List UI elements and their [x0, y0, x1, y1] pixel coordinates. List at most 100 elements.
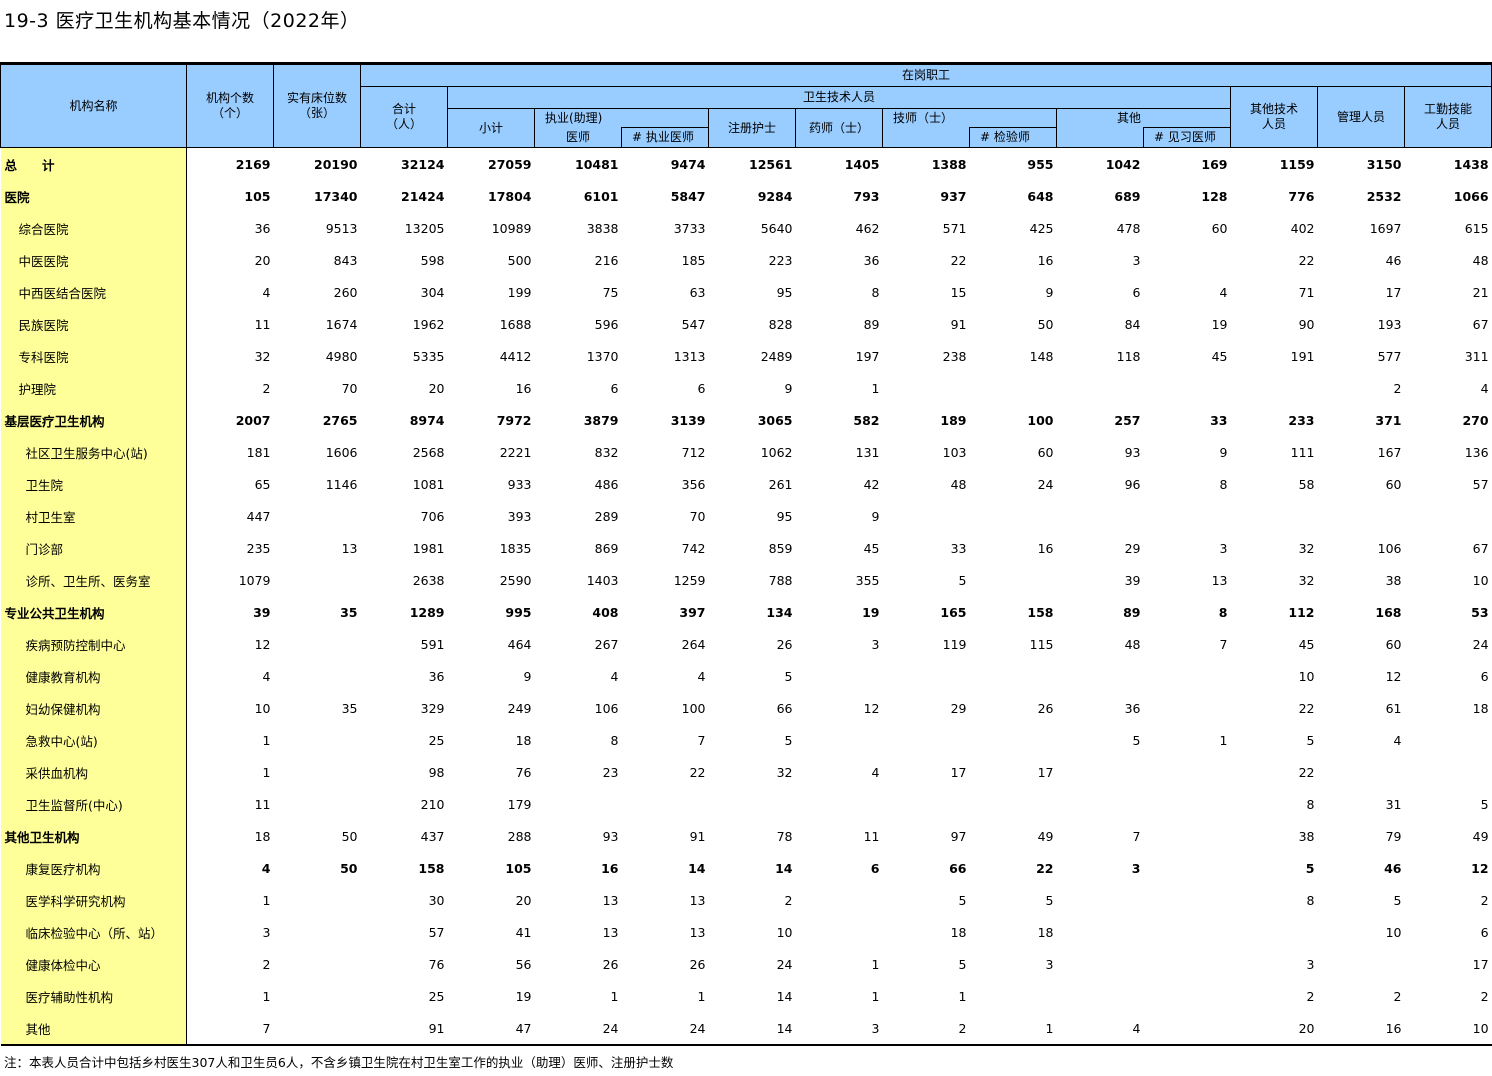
row-label: 康复医疗机构 — [0, 852, 187, 884]
table-cell: 12 — [1471, 860, 1489, 876]
table-cell: 22 — [1298, 252, 1315, 268]
table-cell: 3 — [871, 636, 880, 652]
table-cell: 7972 — [496, 412, 532, 428]
table-cell: 1 — [871, 988, 880, 1004]
table-cell: 1688 — [499, 316, 532, 332]
table-cell: 25 — [428, 732, 445, 748]
table-cell — [1144, 756, 1231, 788]
table-cell: 235 — [246, 540, 271, 556]
table-cell: 29 — [1124, 540, 1141, 556]
table-cell: 2007 — [235, 412, 271, 428]
table-cell: 57 — [1472, 476, 1489, 492]
table-cell: 289 — [594, 508, 619, 524]
table-cell: 8 — [871, 284, 880, 300]
row-label: 诊所、卫生所、医务室 — [0, 564, 187, 596]
table-cell: 2 — [1306, 988, 1315, 1004]
table-cell: 1062 — [760, 444, 793, 460]
table-cell: 6 — [1480, 668, 1489, 684]
table-cell: 1 — [610, 988, 619, 1004]
table-cell: 26 — [1037, 700, 1054, 716]
table-cell — [709, 788, 796, 820]
table-cell — [1144, 884, 1231, 916]
table-cell: 29 — [950, 700, 967, 716]
table-cell: 105 — [244, 188, 271, 204]
table-cell — [1057, 884, 1144, 916]
table-cell: 9 — [784, 380, 793, 396]
table-cell: 5640 — [760, 220, 793, 236]
table-cell: 9284 — [757, 188, 793, 204]
col-header-other: 其他 — [1056, 108, 1231, 128]
table-row: 社区卫生服务中心(站) 181 1606 2568 2221 832 712 1062 131 1… — [0, 436, 1492, 468]
table-cell: 32 — [1298, 572, 1315, 588]
table-cell: 20190 — [314, 156, 358, 172]
table-cell: 828 — [768, 316, 793, 332]
table-cell: 4 — [261, 860, 271, 876]
table-cell — [970, 788, 1057, 820]
table-cell: 3 — [795, 1012, 883, 1046]
table-cell: 179 — [507, 796, 532, 812]
table-cell: 8 — [1306, 892, 1315, 908]
table-cell — [1231, 372, 1318, 404]
row-label: 妇幼保健机构 — [0, 692, 187, 724]
table-cell — [1405, 724, 1492, 756]
table-cell — [1231, 500, 1318, 532]
table-cell: 97 — [950, 828, 967, 844]
table-cell: 46 — [1385, 252, 1402, 268]
table-cell: 2638 — [412, 572, 445, 588]
table-cell: 1962 — [412, 316, 445, 332]
table-cell: 356 — [681, 476, 706, 492]
table-cell: 22 — [950, 252, 967, 268]
table-cell: 36 — [428, 668, 445, 684]
row-label: 临床检验中心（所、站） — [0, 916, 187, 948]
table-cell: 91 — [360, 1012, 448, 1046]
table-cell: 859 — [768, 540, 793, 556]
table-cell: 12 — [863, 700, 880, 716]
table-cell: 1 — [969, 1012, 1057, 1046]
table-cell: 193 — [1377, 316, 1402, 332]
table-cell: 591 — [420, 636, 445, 652]
table-cell: 304 — [420, 284, 445, 300]
table-cell: 5 — [1305, 860, 1315, 876]
table-cell: 4 — [610, 668, 619, 684]
table-cell: 1289 — [409, 604, 445, 620]
table-cell: 26 — [776, 636, 793, 652]
table-cell: 22 — [689, 764, 706, 780]
footnote: 注：本表人员合计中包括乡村医生307人和卫生员6人，不含乡镇卫生院在村卫生室工作… — [4, 1055, 674, 1070]
table-cell: 84 — [1124, 316, 1141, 332]
table-cell — [1144, 660, 1231, 692]
table-cell — [883, 500, 970, 532]
table-cell: 1 — [262, 764, 271, 780]
table-cell: 50 — [341, 828, 358, 844]
table-cell: 3 — [262, 924, 271, 940]
table-cell: 1697 — [1369, 220, 1402, 236]
table-cell: 1 — [1219, 732, 1228, 748]
table-row: 医院 105 17340 21424 17804 6101 5847 9284 793 937 64… — [0, 180, 1492, 212]
table-cell: 79 — [1385, 828, 1402, 844]
col-header-intern: # 见习医师 — [1143, 127, 1231, 148]
table-cell: 70 — [689, 508, 706, 524]
table-cell: 5 — [958, 956, 967, 972]
table-cell: 66 — [776, 700, 793, 716]
col-header-count: 机构个数 （个） — [186, 63, 274, 148]
table-row: 采供血机构 1 98 76 23 22 32 4 17 17 22 — [0, 756, 1492, 788]
table-cell: 38 — [1385, 572, 1402, 588]
table-cell: 486 — [594, 476, 619, 492]
table-cell: 36 — [863, 252, 880, 268]
table-cell: 185 — [681, 252, 706, 268]
table-cell — [1144, 788, 1231, 820]
table-cell: 89 — [863, 316, 880, 332]
table-cell: 46 — [1384, 860, 1402, 876]
table-cell — [1144, 820, 1231, 852]
table-cell: 3 — [1306, 956, 1315, 972]
table-cell — [1144, 980, 1231, 1012]
table-cell: 31 — [1385, 796, 1402, 812]
table-cell: 60 — [1385, 636, 1402, 652]
table-cell: 75 — [602, 284, 619, 300]
table-cell: 42 — [863, 476, 880, 492]
table-cell: 41 — [515, 924, 532, 940]
table-cell: 32 — [1298, 540, 1315, 556]
table-cell — [1057, 500, 1144, 532]
row-label: 专科医院 — [0, 340, 187, 372]
table-cell: 19 — [515, 988, 532, 1004]
col-header-pharmacist: 药师（士） — [795, 108, 883, 148]
